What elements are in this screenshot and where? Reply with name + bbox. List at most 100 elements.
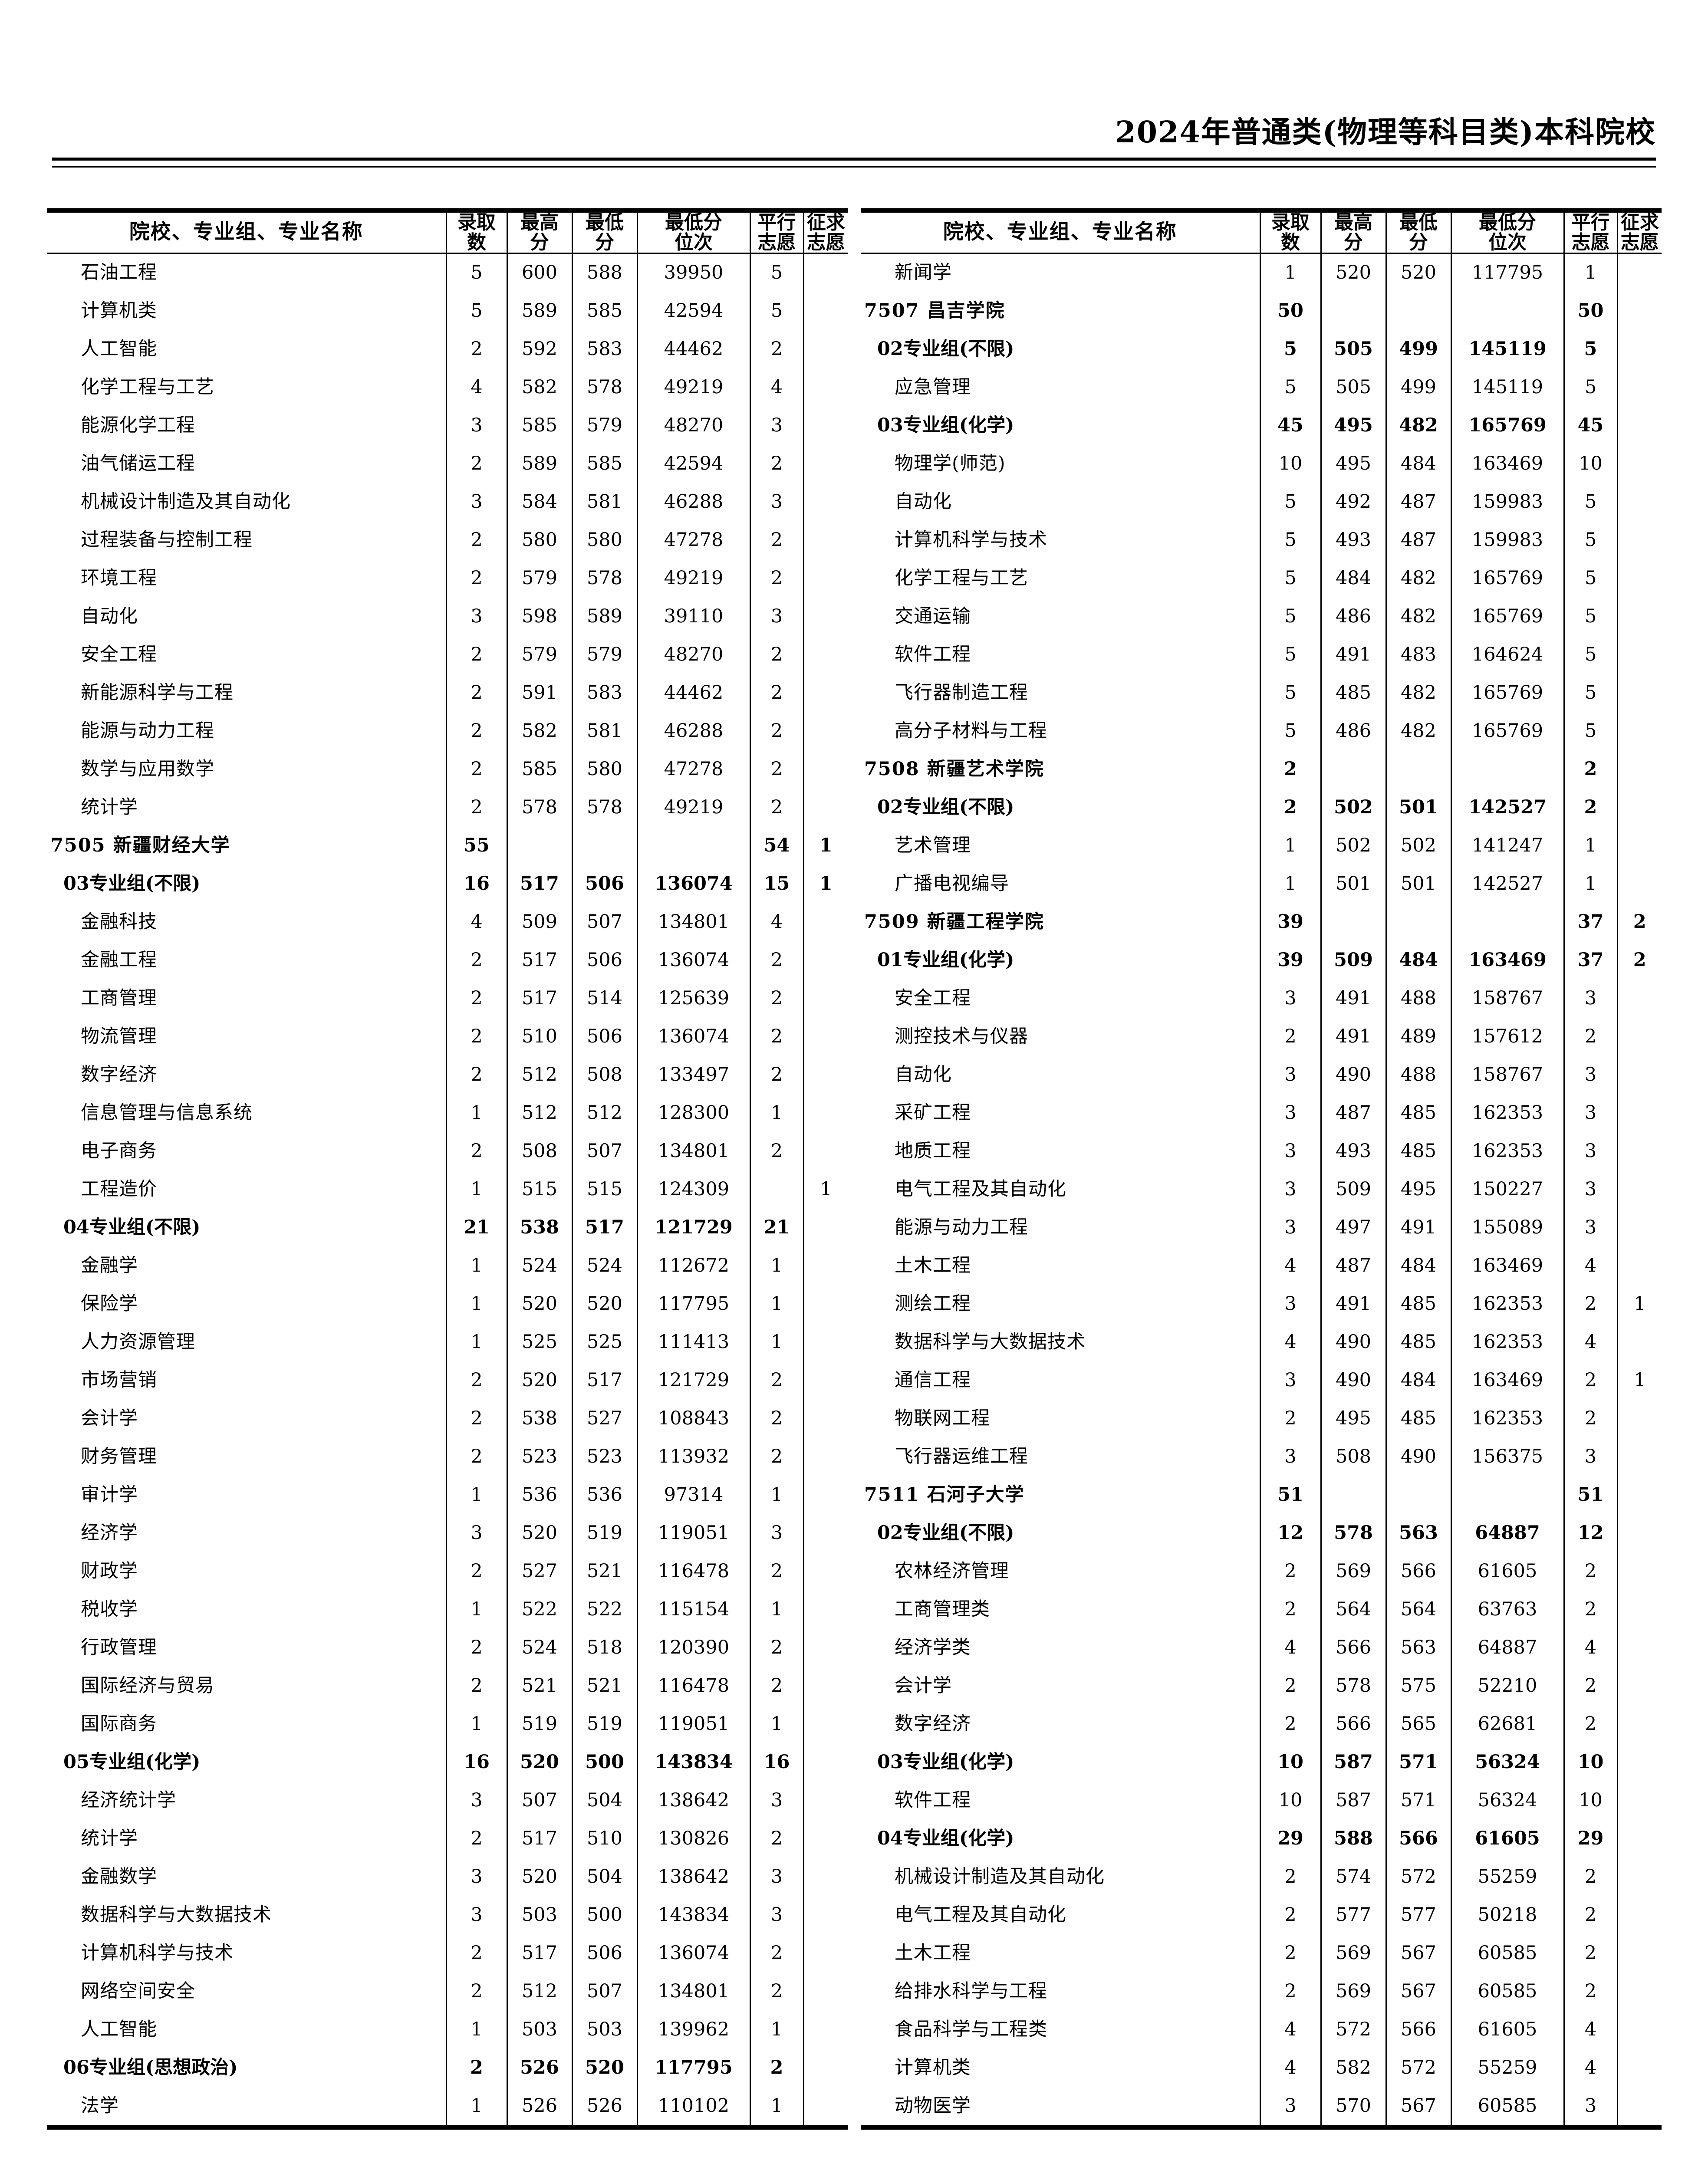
cell-admitted-count: 2 [445, 444, 507, 483]
cell-min-rank: 142527 [1450, 788, 1564, 827]
table-row: 农林经济管理 2 569 566 61605 2 [861, 1552, 1662, 1591]
cell-parallel-volunteer: 4 [749, 903, 803, 941]
col-header-seek: 征求 志愿 [1616, 213, 1662, 253]
cell-min-rank: 133497 [636, 1055, 750, 1094]
cell-parallel-volunteer: 54 [749, 826, 803, 865]
cell-min-rank [1450, 750, 1564, 789]
cell-seek-volunteer [803, 1514, 848, 1552]
cell-parallel-volunteer: 37 [1563, 941, 1617, 980]
cell-admitted-count: 3 [445, 1781, 507, 1820]
cell-min-rank: 155089 [1450, 1208, 1564, 1247]
col-header-max-line2: 分 [1344, 231, 1363, 253]
cell-max-score: 509 [1320, 941, 1386, 980]
cell-max-score: 521 [506, 1667, 572, 1705]
table-row: 02专业组(不限) 2 502 501 142527 2 [861, 788, 1662, 827]
cell-min-rank: 163469 [1450, 1361, 1564, 1400]
cell-max-score [1320, 1476, 1386, 1514]
table-row: 7507 昌吉学院 50 50 [861, 292, 1662, 330]
cell-max-score: 589 [506, 444, 572, 483]
table-row: 人工智能 1 503 503 139962 1 [47, 2010, 848, 2049]
cell-seek-volunteer [803, 1132, 848, 1170]
cell-program-name: 计算机科学与技术 [81, 1942, 234, 1964]
table-row: 软件工程 10 587 571 56324 10 [861, 1781, 1662, 1820]
cell-max-score: 579 [506, 559, 572, 598]
cell-parallel-volunteer: 3 [749, 1896, 803, 1934]
table-row: 税收学 1 522 522 115154 1 [47, 1590, 848, 1629]
cell-seek-volunteer [803, 635, 848, 674]
cell-program-name: 自动化 [895, 1064, 952, 1085]
cell-min-score: 522 [571, 1590, 637, 1629]
cell-max-score: 592 [506, 330, 572, 368]
cell-min-rank: 158767 [1450, 979, 1564, 1018]
cell-min-rank: 44462 [636, 330, 750, 368]
cell-program-name: 金融学 [81, 1255, 138, 1276]
cell-seek-volunteer [803, 1055, 848, 1094]
cell-min-score: 519 [571, 1705, 637, 1743]
cell-parallel-volunteer: 2 [749, 1017, 803, 1056]
col-header-max: 最高 分 [1320, 213, 1386, 253]
cell-max-score: 502 [1320, 788, 1386, 827]
cell-program-name: 人工智能 [81, 2019, 157, 2040]
cell-min-score: 502 [1385, 826, 1451, 865]
cell-admitted-count: 1 [445, 1246, 507, 1285]
cell-program-name: 7507 昌吉学院 [864, 300, 1005, 322]
cell-seek-volunteer [803, 1437, 848, 1476]
cell-max-score: 486 [1320, 712, 1386, 750]
cell-min-score: 489 [1385, 1017, 1451, 1056]
cell-program-name: 网络空间安全 [81, 1980, 195, 2002]
cell-min-rank: 46288 [636, 483, 750, 521]
cell-admitted-count: 3 [445, 406, 507, 445]
cell-max-score: 582 [506, 712, 572, 750]
cell-program-name: 7505 新疆财经大学 [50, 835, 230, 856]
cell-seek-volunteer [1616, 1972, 1662, 2011]
cell-admitted-count: 1 [1259, 253, 1321, 292]
cell-parallel-volunteer: 5 [1563, 521, 1617, 559]
cell-parallel-volunteer: 4 [1563, 2048, 1617, 2087]
table-row: 会计学 2 538 527 108843 2 [47, 1399, 848, 1438]
cell-seek-volunteer [803, 2010, 848, 2049]
cell-min-rank: 163469 [1450, 1246, 1564, 1285]
col-header-name: 院校、专业组、专业名称 [129, 220, 363, 244]
cell-program-name: 审计学 [81, 1484, 138, 1506]
cell-min-score [1385, 903, 1451, 941]
table-row: 7505 新疆财经大学 55 54 1 [47, 826, 848, 865]
cell-seek-volunteer [803, 1590, 848, 1629]
cell-max-score: 579 [506, 635, 572, 674]
cell-min-rank: 158767 [1450, 1055, 1564, 1094]
cell-min-score: 581 [571, 483, 637, 521]
cell-min-score: 589 [571, 597, 637, 636]
cell-parallel-volunteer: 2 [749, 750, 803, 789]
cell-program-name: 能源化学工程 [81, 414, 195, 436]
cell-max-score: 497 [1320, 1208, 1386, 1247]
cell-max-score: 578 [1320, 1514, 1386, 1552]
cell-parallel-volunteer: 2 [749, 2048, 803, 2087]
cell-parallel-volunteer: 2 [1563, 1667, 1617, 1705]
cell-min-score: 520 [571, 1285, 637, 1323]
cell-min-rank: 112672 [636, 1246, 750, 1285]
cell-admitted-count: 10 [1259, 1743, 1321, 1782]
cell-admitted-count: 3 [1259, 1094, 1321, 1132]
cell-seek-volunteer [1616, 674, 1662, 712]
table-row: 06专业组(思想政治) 2 526 520 117795 2 [47, 2048, 848, 2087]
cell-max-score: 502 [1320, 826, 1386, 865]
cell-min-rank: 47278 [636, 750, 750, 789]
cell-min-rank: 162353 [1450, 1132, 1564, 1170]
cell-program-name: 物理学(师范) [895, 453, 1006, 474]
cell-seek-volunteer [1616, 330, 1662, 368]
cell-program-name: 采矿工程 [895, 1102, 971, 1124]
table-body-left: 石油工程 5 600 588 39950 5 计算机类 5 589 585 42594 5 人工智能 2 5… [47, 253, 848, 2125]
cell-max-score: 505 [1320, 330, 1386, 368]
cell-min-score: 521 [571, 1552, 637, 1591]
cell-program-name: 能源与动力工程 [895, 1217, 1028, 1238]
cell-min-rank: 136074 [636, 1934, 750, 1973]
cell-min-rank: 165769 [1450, 559, 1564, 598]
cell-admitted-count: 2 [445, 750, 507, 789]
table-row: 环境工程 2 579 578 49219 2 [47, 559, 848, 598]
cell-parallel-volunteer: 2 [749, 1132, 803, 1170]
cell-min-rank: 156375 [1450, 1437, 1564, 1476]
cell-max-score: 566 [1320, 1705, 1386, 1743]
cell-min-score: 484 [1385, 1246, 1451, 1285]
cell-parallel-volunteer: 5 [749, 292, 803, 330]
table-row: 安全工程 3 491 488 158767 3 [861, 979, 1662, 1018]
cell-min-rank: 164624 [1450, 635, 1564, 674]
